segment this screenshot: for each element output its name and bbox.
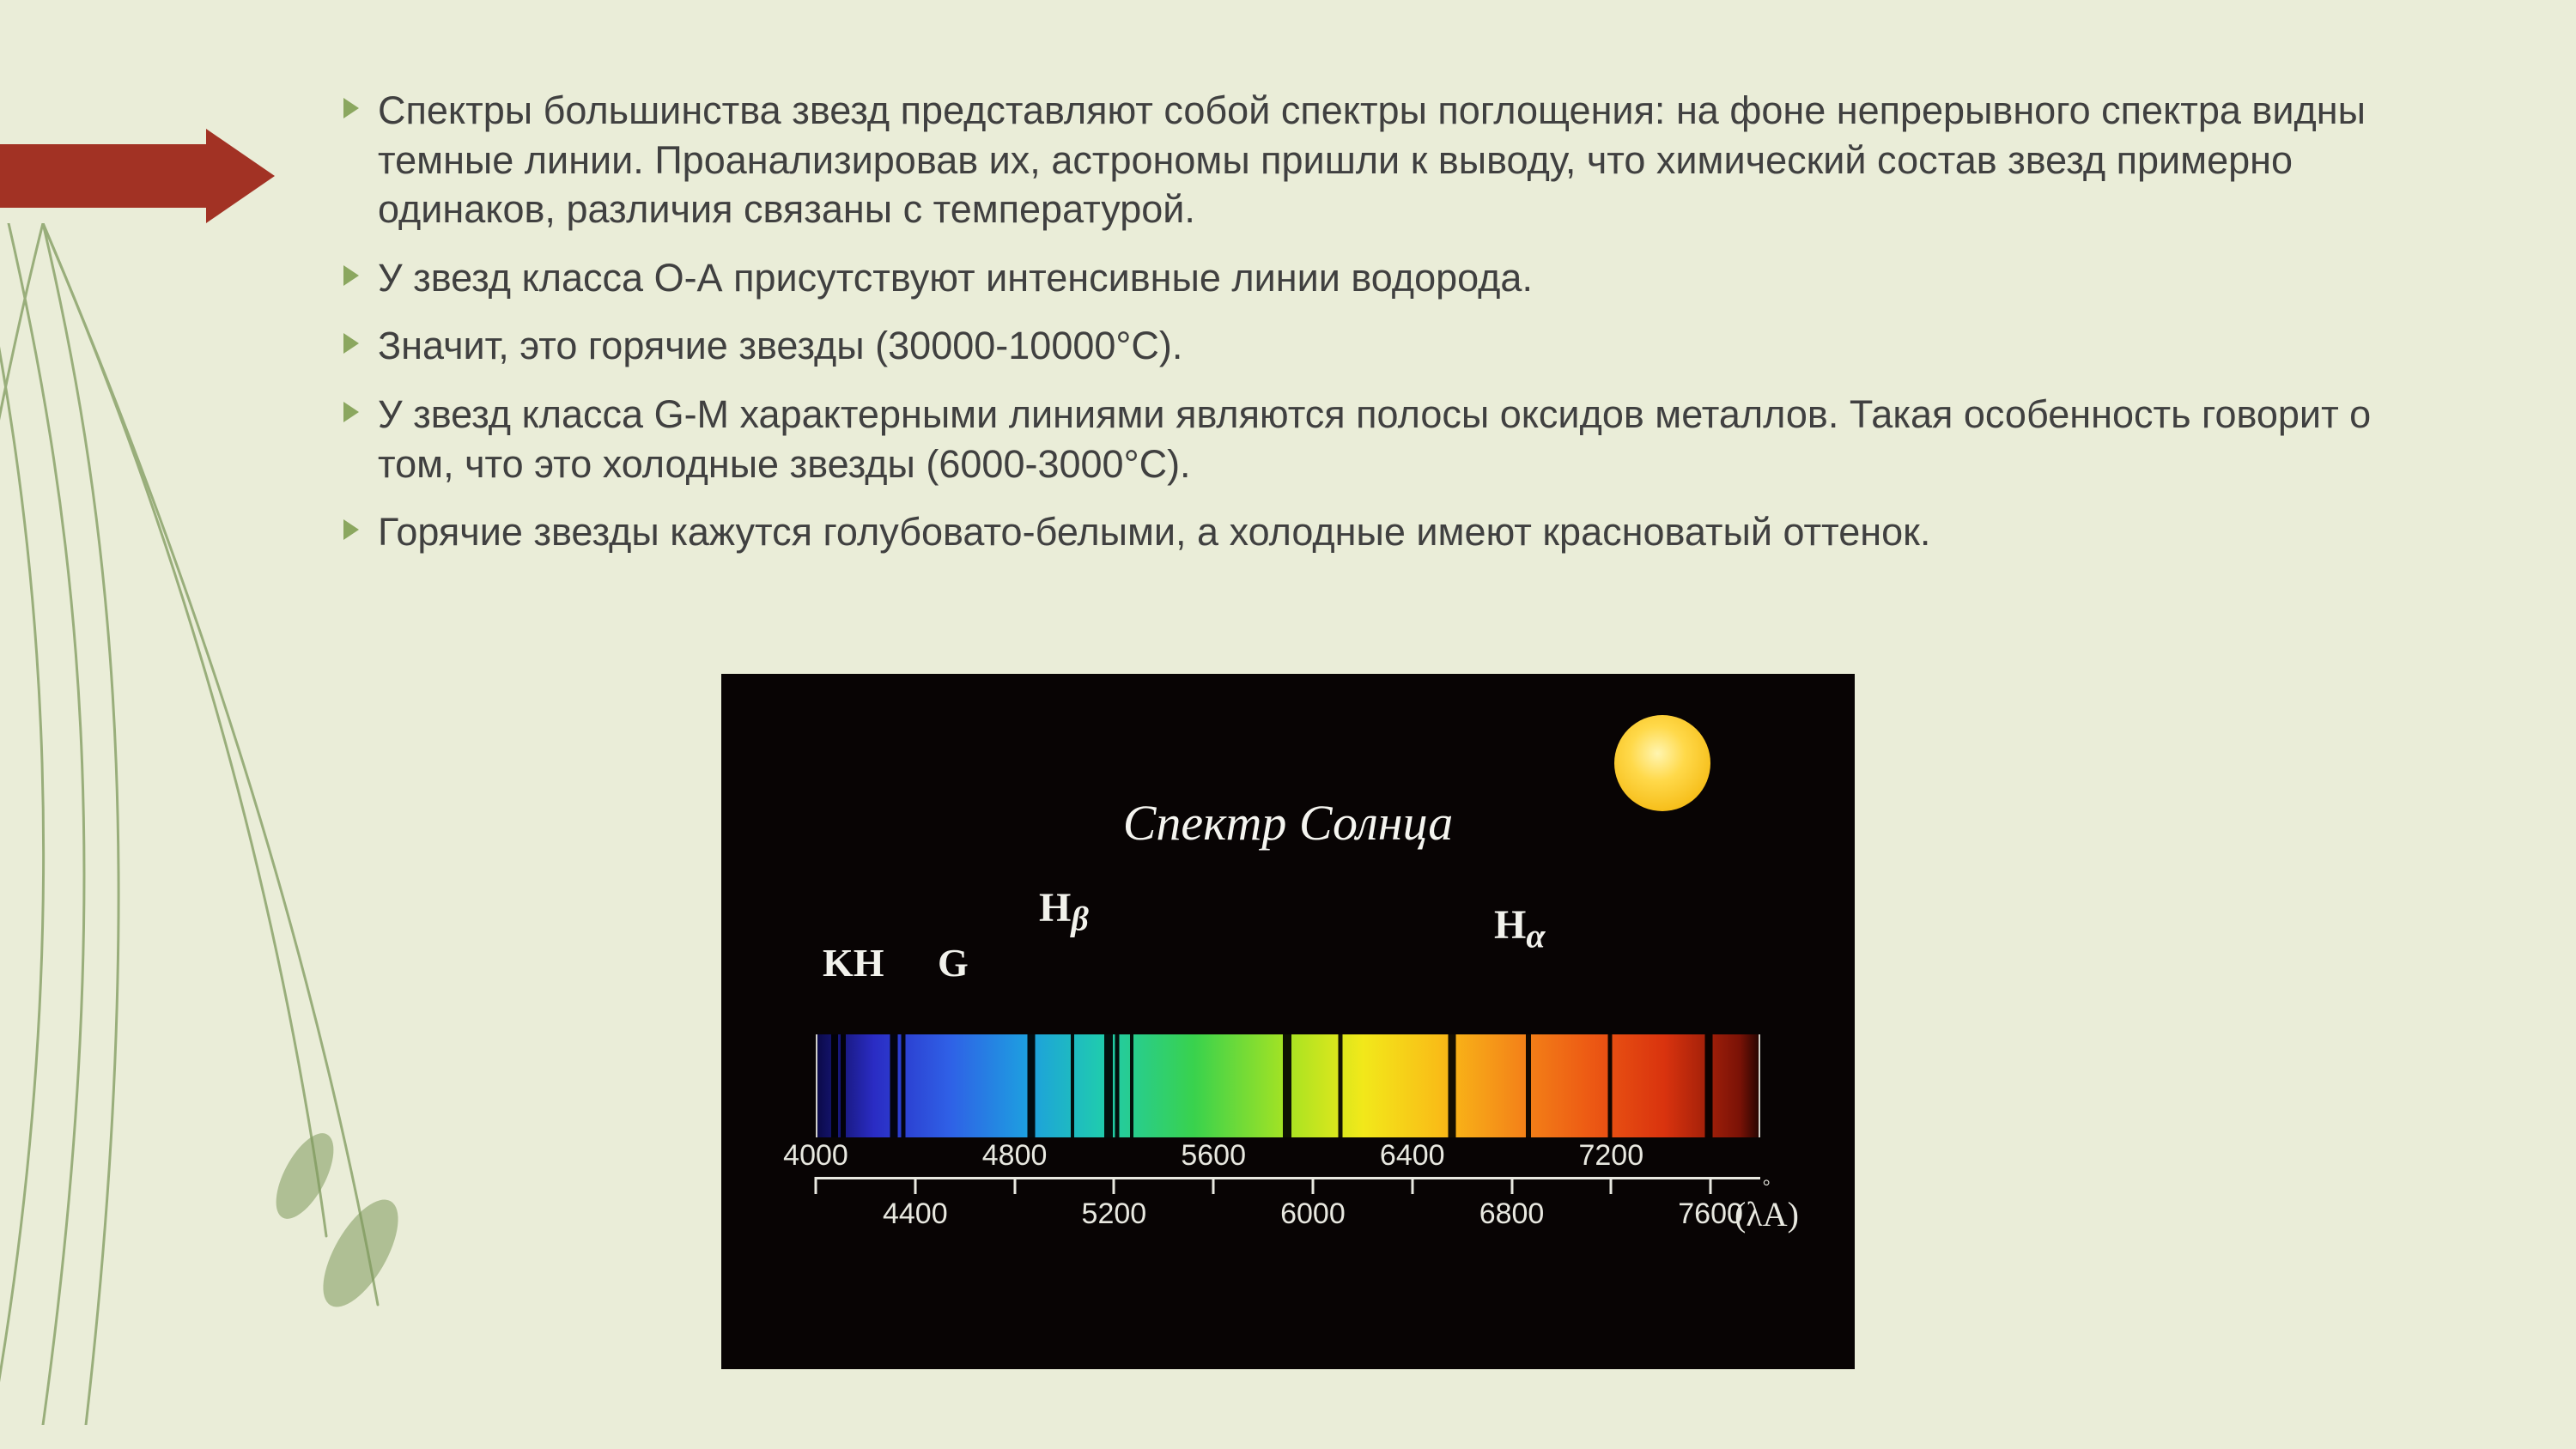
absorption-line	[1705, 1034, 1713, 1137]
spectrum-line-label: G	[938, 940, 969, 985]
axis-track	[816, 1177, 1760, 1179]
bullet-item: У звезд класса О-А присутствуют интенсив…	[343, 253, 2447, 303]
axis-tick-label: 7200	[1578, 1139, 1643, 1173]
absorption-line	[841, 1034, 846, 1137]
absorption-line	[1130, 1034, 1133, 1137]
axis-tick-label: 6800	[1479, 1197, 1545, 1231]
spectrum-line-label: Hα	[1494, 901, 1545, 956]
spectrum-bar	[817, 1034, 1759, 1137]
solar-spectrum-figure: Спектр Солнца KH G Hβ Hα 4000 4800 5600 6400 72…	[721, 674, 1855, 1369]
axis-tick-label: 6400	[1380, 1139, 1445, 1173]
absorption-line	[1027, 1034, 1035, 1137]
axis-tick	[1510, 1177, 1513, 1194]
axis-tick	[1710, 1177, 1712, 1194]
bullet-item: Значит, это горячие звезды (30000-10000°…	[343, 321, 2447, 371]
axis-tick	[1013, 1177, 1016, 1194]
absorption-line	[1449, 1034, 1456, 1137]
axis-tick	[914, 1177, 916, 1194]
bullet-list: Спектры большинства звезд представляют с…	[343, 86, 2447, 557]
absorption-line	[1104, 1034, 1113, 1137]
axis-tick-label: 4800	[982, 1139, 1048, 1173]
absorption-line	[831, 1034, 838, 1137]
absorption-line	[1338, 1034, 1342, 1137]
axis-tick	[1311, 1177, 1314, 1194]
spectrum-line-label: KH	[823, 940, 884, 985]
axis-tick-label: 4400	[883, 1197, 948, 1231]
axis-tick-label: 6000	[1280, 1197, 1346, 1231]
axis-tick	[1113, 1177, 1115, 1194]
axis-tick	[815, 1177, 817, 1194]
absorption-line	[1526, 1034, 1531, 1137]
axis-tick-label: 4000	[783, 1139, 848, 1173]
bullet-item: Горячие звезды кажутся голубовато-белыми…	[343, 507, 2447, 557]
axis-tick	[1212, 1177, 1215, 1194]
absorption-line	[1071, 1034, 1074, 1137]
absorption-line	[1607, 1034, 1612, 1137]
axis-tick-label: 5600	[1181, 1139, 1246, 1173]
absorption-line	[901, 1034, 905, 1137]
absorption-line	[1115, 1034, 1119, 1137]
axis-unit: (λ°A)	[1735, 1194, 1799, 1234]
slide-content: Спектры большинства звезд представляют с…	[343, 86, 2447, 576]
slide-accent-arrow	[0, 129, 275, 223]
spectrum-bar-wrap	[816, 1034, 1760, 1137]
bullet-item: Спектры большинства звезд представляют с…	[343, 86, 2447, 234]
axis-tick-label: 5200	[1082, 1197, 1147, 1231]
axis-tick	[1610, 1177, 1613, 1194]
bullet-item: У звезд класса G-M характерными линиями …	[343, 390, 2447, 488]
absorption-line	[1283, 1034, 1291, 1137]
spectrum-line-label: Hβ	[1039, 884, 1089, 939]
axis-tick	[1411, 1177, 1413, 1194]
axis-tick-label: 7600	[1678, 1197, 1743, 1231]
absorption-line	[890, 1034, 898, 1137]
wavelength-axis: 4000480056006400720044005200600068007600…	[816, 1177, 1760, 1254]
figure-title: Спектр Солнца	[721, 794, 1855, 852]
